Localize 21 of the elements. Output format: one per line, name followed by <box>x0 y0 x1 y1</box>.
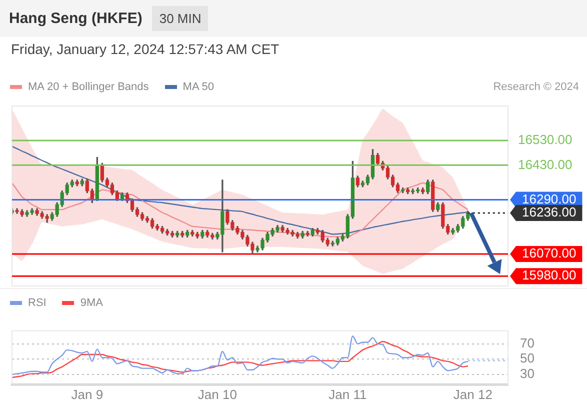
chart-subtitle: 30 MIN <box>152 6 208 31</box>
ref-line-label: 16530.00 <box>518 132 572 148</box>
ref-line-label: 16430.00 <box>518 156 572 172</box>
text: Friday, January 12, 2024 12:57:43 AM CET <box>11 41 280 57</box>
ref-line-label: 16290.00 <box>522 191 576 206</box>
legend-label: MA 20 + Bollinger Bands <box>28 81 149 93</box>
ref-line-label: 16070.00 <box>522 246 576 261</box>
x-tick-label: Jan 11 <box>328 386 367 402</box>
y-tick-label: 30 <box>520 366 534 382</box>
x-tick-label: Jan 9 <box>71 386 104 402</box>
x-tick-label: Jan 12 <box>453 386 492 402</box>
y-tick-label: 50 <box>520 350 534 366</box>
legend-label: MA 50 <box>182 81 214 93</box>
y-tick-label: 70 <box>520 335 534 350</box>
ref-line-label: 15980.00 <box>522 268 576 283</box>
chart-title: Hang Seng (HKFE) <box>9 10 142 27</box>
text: Research © 2024 <box>493 81 579 93</box>
legend-label: RSI <box>28 297 46 309</box>
legend-label: 9MA <box>80 297 103 309</box>
ref-line-label: 16236.00 <box>522 204 576 220</box>
x-tick-label: Jan 10 <box>198 386 237 402</box>
